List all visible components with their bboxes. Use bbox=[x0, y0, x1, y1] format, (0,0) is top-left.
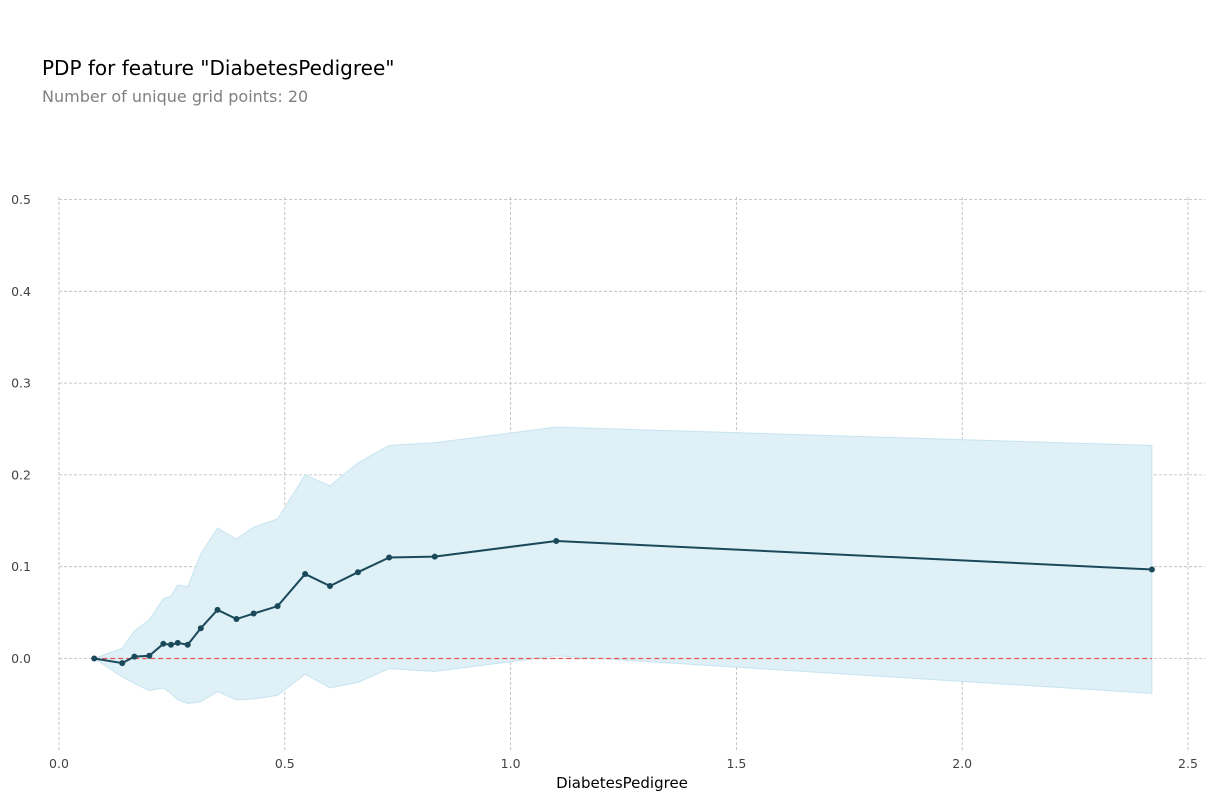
pdp-point-6 bbox=[174, 639, 181, 646]
y-tick-label-5: 0.5 bbox=[11, 192, 31, 207]
pdp-point-11 bbox=[250, 610, 257, 617]
x-axis-ticks: 0.0 0.5 1.0 1.5 2.0 2.5 bbox=[49, 756, 1198, 771]
pdp-point-3 bbox=[146, 652, 153, 659]
x-tick-label-3: 1.5 bbox=[726, 756, 746, 771]
y-tick-label-4: 0.4 bbox=[11, 284, 31, 299]
y-tick-label-1: 0.1 bbox=[11, 559, 31, 574]
pdp-point-10 bbox=[233, 616, 240, 623]
pdp-point-12 bbox=[274, 603, 281, 610]
pdp-point-7 bbox=[184, 641, 191, 648]
chart-subtitle: Number of unique grid points: 20 bbox=[42, 87, 309, 106]
x-axis-label: DiabetesPedigree bbox=[556, 774, 688, 792]
x-tick-label-4: 2.0 bbox=[952, 756, 972, 771]
confidence-band bbox=[93, 426, 1153, 704]
y-tick-label-3: 0.3 bbox=[11, 376, 31, 391]
y-axis-ticks: 0.0 0.1 0.2 0.3 0.4 0.5 bbox=[11, 192, 31, 666]
pdp-point-18 bbox=[553, 537, 560, 544]
pdp-point-1 bbox=[119, 660, 126, 667]
pdp-point-17 bbox=[431, 553, 438, 560]
pdp-point-16 bbox=[386, 554, 393, 561]
x-tick-label-2: 1.0 bbox=[501, 756, 521, 771]
pdp-points bbox=[91, 537, 1155, 667]
x-tick-label-1: 0.5 bbox=[275, 756, 295, 771]
pdp-point-9 bbox=[214, 606, 221, 613]
pdp-point-2 bbox=[131, 653, 138, 660]
pdp-point-14 bbox=[326, 582, 333, 589]
pdp-point-15 bbox=[354, 569, 361, 576]
pdp-line bbox=[94, 539, 1152, 665]
pdp-point-19 bbox=[1148, 566, 1155, 573]
y-tick-label-0: 0.0 bbox=[11, 651, 31, 666]
x-tick-label-5: 2.5 bbox=[1178, 756, 1198, 771]
y-tick-label-2: 0.2 bbox=[11, 467, 31, 482]
pdp-point-0 bbox=[91, 655, 98, 662]
pdp-point-4 bbox=[160, 640, 167, 647]
pdp-point-5 bbox=[167, 641, 174, 648]
pdp-point-13 bbox=[302, 571, 309, 578]
chart-title: PDP for feature "DiabetesPedigree" bbox=[42, 56, 395, 80]
pdp-point-8 bbox=[197, 625, 204, 632]
x-tick-label-0: 0.0 bbox=[49, 756, 69, 771]
